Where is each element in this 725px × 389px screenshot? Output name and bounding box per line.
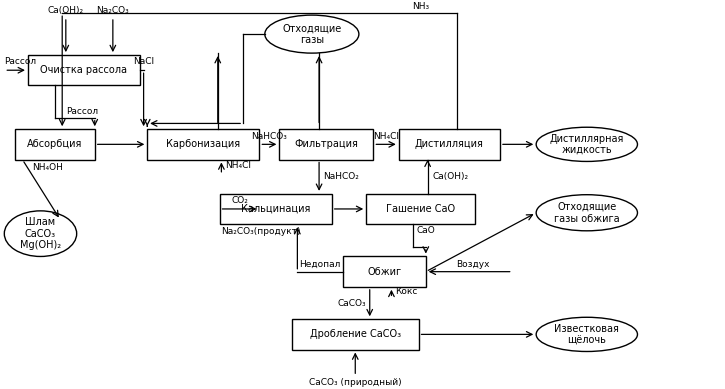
Text: Рассол: Рассол [66,107,98,116]
Text: Na₂CO₃(продукт): Na₂CO₃(продукт) [221,227,301,236]
Ellipse shape [536,195,637,231]
Text: Кальцинация: Кальцинация [241,204,310,214]
Text: Фильтрация: Фильтрация [294,139,358,149]
Text: NaHCO₃: NaHCO₃ [252,131,287,140]
Text: Дистиллярная
жидкость: Дистиллярная жидкость [550,133,624,155]
FancyBboxPatch shape [28,55,140,86]
Text: Ca(OH)₂: Ca(OH)₂ [433,172,469,181]
Text: Обжиг: Обжиг [367,267,401,277]
Text: NH₄Cl: NH₄Cl [225,161,251,170]
Text: Дробление СаСО₃: Дробление СаСО₃ [310,329,401,339]
Text: Недопал: Недопал [299,259,341,269]
Text: Отходящие
газы обжига: Отходящие газы обжига [554,202,620,224]
Text: CO₂: CO₂ [231,196,248,205]
Text: NH₄Cl: NH₄Cl [373,131,399,140]
Text: Дистилляция: Дистилляция [415,139,484,149]
FancyBboxPatch shape [279,129,373,159]
Ellipse shape [536,127,637,161]
Text: Известковая
щёлочь: Известковая щёлочь [555,324,619,345]
Text: NH₃: NH₃ [412,2,429,11]
FancyBboxPatch shape [366,194,475,224]
Ellipse shape [265,15,359,53]
FancyBboxPatch shape [343,256,426,287]
Text: Na₂CO₃: Na₂CO₃ [96,6,129,15]
Text: NH₄OH: NH₄OH [33,163,63,172]
Text: Воздух: Воздух [456,259,489,269]
FancyBboxPatch shape [15,129,95,159]
Text: Шлам
СаСО₃
Mg(OH)₂: Шлам СаСО₃ Mg(OH)₂ [20,217,61,250]
FancyBboxPatch shape [220,194,332,224]
Text: Абсорбция: Абсорбция [28,139,83,149]
Ellipse shape [4,211,77,256]
Text: Гашение СаО: Гашение СаО [386,204,455,214]
FancyBboxPatch shape [147,129,260,159]
Text: СаСО₃: СаСО₃ [338,298,366,308]
Text: Кокс: Кокс [395,287,418,296]
Text: СаСО₃ (природный): СаСО₃ (природный) [309,378,402,387]
Text: Очистка рассола: Очистка рассола [41,65,128,75]
Text: NaHCO₂: NaHCO₂ [323,172,359,181]
Text: CaO: CaO [417,226,436,235]
FancyBboxPatch shape [292,319,418,350]
Text: Рассол: Рассол [4,58,36,67]
Text: Отходящие
газы: Отходящие газы [282,23,341,45]
Text: Ca(OH)₂: Ca(OH)₂ [48,6,84,15]
Ellipse shape [536,317,637,352]
Text: NaCl: NaCl [133,58,154,67]
FancyBboxPatch shape [399,129,500,159]
Text: Карбонизация: Карбонизация [166,139,241,149]
